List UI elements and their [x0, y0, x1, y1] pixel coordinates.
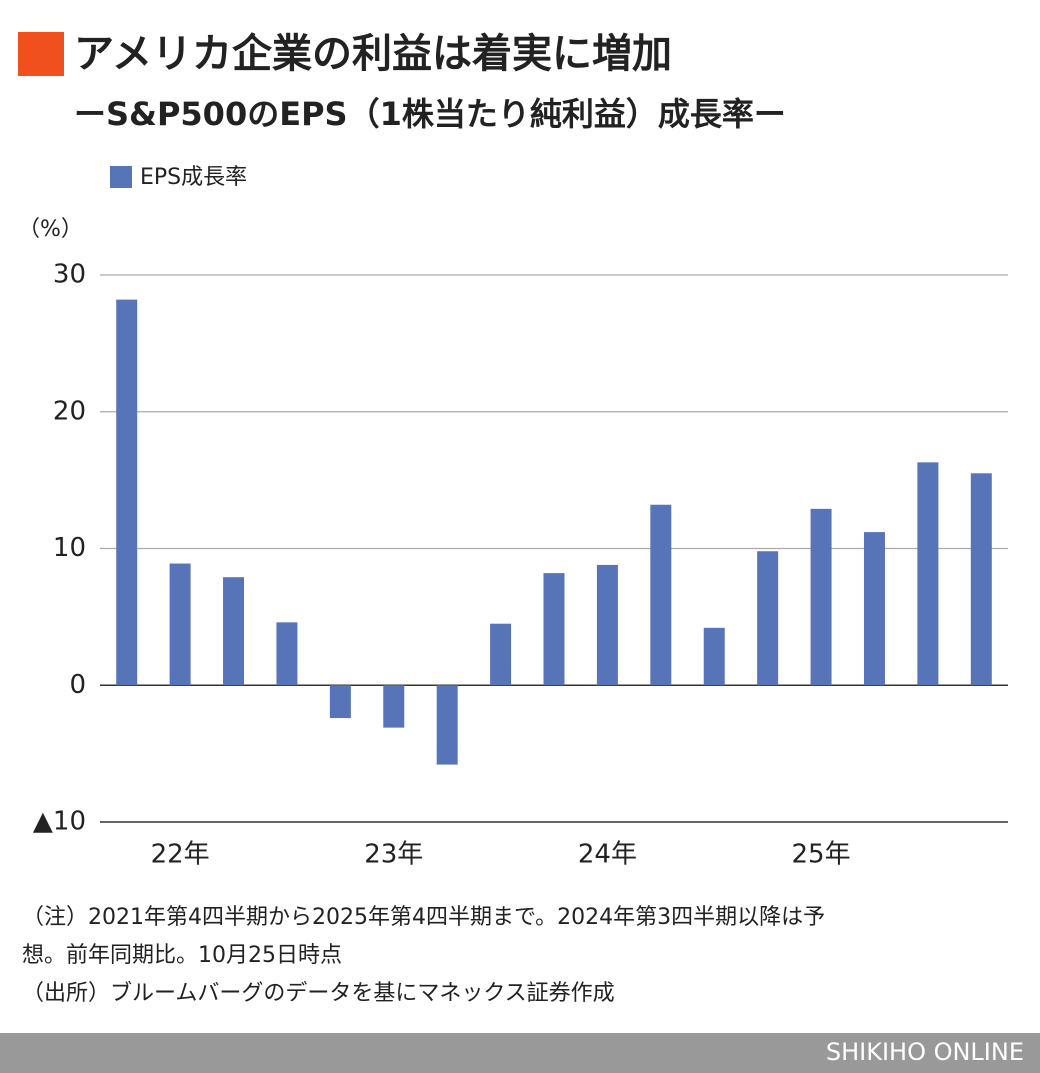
bar [863, 532, 885, 686]
y-tick-label: 30 [53, 260, 86, 290]
y-tick-label: 20 [53, 396, 86, 426]
bar [703, 627, 725, 686]
bar [970, 473, 992, 686]
bar [436, 685, 458, 765]
x-tick-label: 24年 [578, 840, 637, 870]
footer-bar [0, 1033, 1040, 1073]
bar [596, 564, 618, 686]
bar [810, 508, 832, 686]
bar [329, 685, 351, 719]
bar [169, 563, 191, 686]
chart-subtitle: ーS&P500のEPS（1株当たり純利益）成長率ー [74, 95, 786, 133]
chart-title: アメリカ企業の利益は着実に増加 [74, 31, 672, 77]
x-tick-label: 25年 [792, 840, 851, 870]
bar [917, 462, 939, 686]
bar [650, 504, 672, 686]
x-tick-label: 23年 [364, 840, 423, 870]
legend-swatch [110, 166, 132, 188]
credit: SHIKIHO ONLINE [826, 1038, 1024, 1066]
y-axis-label: （%） [18, 217, 83, 242]
bar [490, 623, 512, 686]
title-marker [18, 32, 64, 76]
bar [383, 685, 405, 728]
note: （注）2021年第4四半期から2025年第4四半期まで。2024年第3四半期以降… [22, 905, 825, 930]
bar [543, 573, 565, 686]
y-tick-label: 0 [69, 670, 86, 700]
note: （出所）ブルームバーグのデータを基にマネックス証券作成 [22, 981, 615, 1006]
note: 想。前年同期比。10月25日時点 [22, 943, 342, 968]
bar [223, 577, 245, 686]
y-tick-label: ▲10 [33, 807, 86, 837]
x-tick-label: 22年 [151, 840, 210, 870]
bar [757, 551, 779, 686]
legend-label: EPS成長率 [140, 165, 247, 190]
bar [116, 299, 138, 686]
y-tick-label: 10 [53, 533, 86, 563]
bar [276, 622, 298, 686]
